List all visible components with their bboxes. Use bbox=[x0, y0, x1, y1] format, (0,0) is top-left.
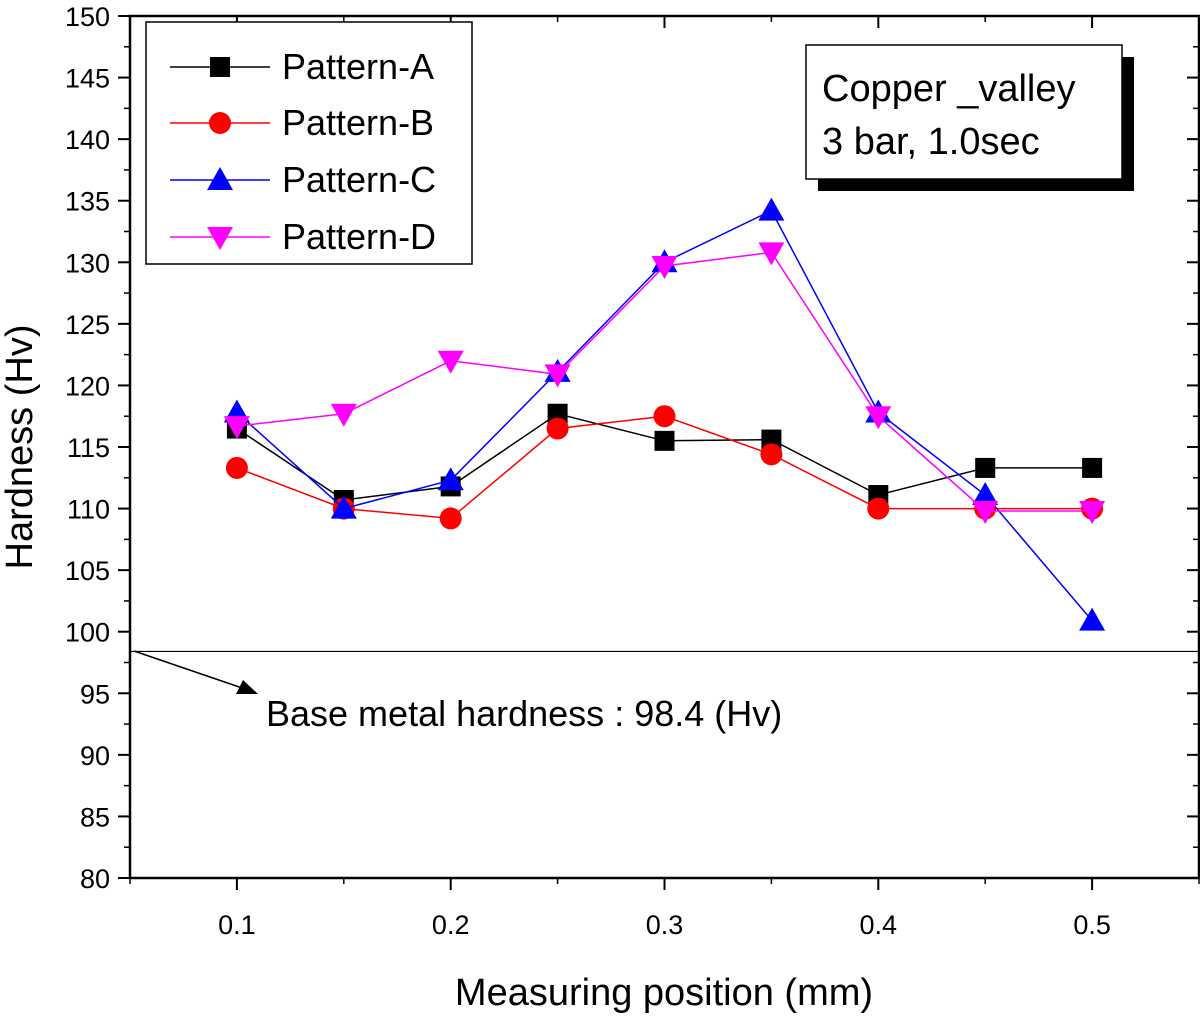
y-tick-label: 110 bbox=[67, 495, 110, 525]
legend-marker bbox=[207, 167, 233, 190]
base-metal-annotation: Base metal hardness : 98.4 (Hv) bbox=[133, 650, 782, 734]
data-point bbox=[330, 495, 357, 519]
data-point bbox=[223, 416, 250, 440]
data-point bbox=[654, 430, 675, 451]
y-tick-label: 90 bbox=[80, 741, 110, 771]
y-tick-label: 95 bbox=[80, 679, 110, 709]
y-tick-label: 130 bbox=[65, 248, 110, 278]
data-point bbox=[225, 456, 248, 479]
legend-item: Pattern-C bbox=[170, 159, 436, 200]
y-tick-label: 100 bbox=[65, 618, 110, 648]
info-line-conditions: 3 bar, 1.0sec bbox=[822, 121, 1040, 163]
x-tick-label: 0.5 bbox=[1073, 910, 1111, 940]
data-point bbox=[437, 350, 464, 374]
y-tick-label: 115 bbox=[67, 433, 110, 463]
x-tick-label: 0.2 bbox=[432, 910, 470, 940]
data-point bbox=[653, 405, 676, 428]
series-line bbox=[236, 251, 1093, 512]
y-tick-label: 125 bbox=[65, 310, 110, 340]
legend-item: Pattern-D bbox=[170, 216, 436, 257]
legend-box bbox=[145, 21, 473, 265]
legend-marker bbox=[210, 57, 230, 77]
data-series bbox=[223, 197, 1106, 631]
data-point bbox=[972, 482, 999, 506]
y-tick-label: 140 bbox=[65, 125, 110, 155]
data-point bbox=[760, 443, 783, 466]
legend-label: Pattern-C bbox=[282, 159, 436, 200]
x-tick-label: 0.4 bbox=[860, 910, 898, 940]
data-point bbox=[1082, 457, 1103, 478]
y-tick-label: 120 bbox=[65, 371, 110, 401]
base-metal-label: Base metal hardness : 98.4 (Hv) bbox=[266, 693, 782, 734]
axis-ticks: 80 85 90 95 100 105 110 115 120 125 130 135 140 145 15… bbox=[65, 2, 1200, 940]
legend: Pattern-A Pattern-B Pattern-C Pattern-D bbox=[145, 21, 473, 265]
data-point bbox=[330, 403, 357, 427]
info-line-material: Copper _valley bbox=[822, 68, 1075, 110]
data-point bbox=[544, 364, 571, 388]
data-point bbox=[1079, 607, 1106, 631]
y-tick-label: 85 bbox=[80, 802, 110, 832]
legend-marker bbox=[209, 112, 231, 134]
y-tick-label: 135 bbox=[65, 187, 110, 217]
info-box: Copper _valley 3 bar, 1.0sec bbox=[805, 44, 1134, 191]
annotation-arrow-line bbox=[133, 650, 249, 691]
x-tick-label: 0.3 bbox=[646, 910, 684, 940]
data-point bbox=[651, 255, 678, 279]
data-point bbox=[758, 242, 785, 266]
data-point bbox=[439, 507, 462, 530]
info-box-frame bbox=[805, 44, 1123, 180]
x-axis-title: Measuring position (mm) bbox=[455, 972, 873, 1014]
y-axis-title: Hardness (Hv) bbox=[0, 325, 41, 570]
y-tick-label: 145 bbox=[65, 64, 110, 94]
legend-label: Pattern-D bbox=[282, 216, 436, 257]
legend-label: Pattern-B bbox=[282, 102, 434, 143]
legend-item: Pattern-B bbox=[170, 102, 434, 143]
series-pattern-b bbox=[225, 405, 1104, 530]
series-pattern-d bbox=[223, 242, 1106, 525]
data-point bbox=[972, 501, 999, 525]
data-point bbox=[975, 457, 996, 478]
legend-items: Pattern-A Pattern-B Pattern-C Pattern-D bbox=[170, 46, 436, 257]
data-point bbox=[865, 406, 892, 430]
y-tick-label: 150 bbox=[65, 2, 110, 32]
data-point bbox=[758, 197, 785, 221]
legend-item: Pattern-A bbox=[170, 46, 434, 87]
data-point bbox=[867, 497, 890, 520]
legend-label: Pattern-A bbox=[282, 46, 434, 87]
data-point bbox=[1079, 501, 1106, 525]
y-tick-label: 105 bbox=[65, 556, 110, 586]
data-point bbox=[546, 417, 569, 440]
legend-marker bbox=[207, 227, 233, 250]
data-point bbox=[437, 467, 464, 491]
y-tick-label: 80 bbox=[80, 864, 110, 894]
annotation-arrowhead bbox=[236, 680, 258, 694]
x-tick-label: 0.1 bbox=[218, 910, 256, 940]
